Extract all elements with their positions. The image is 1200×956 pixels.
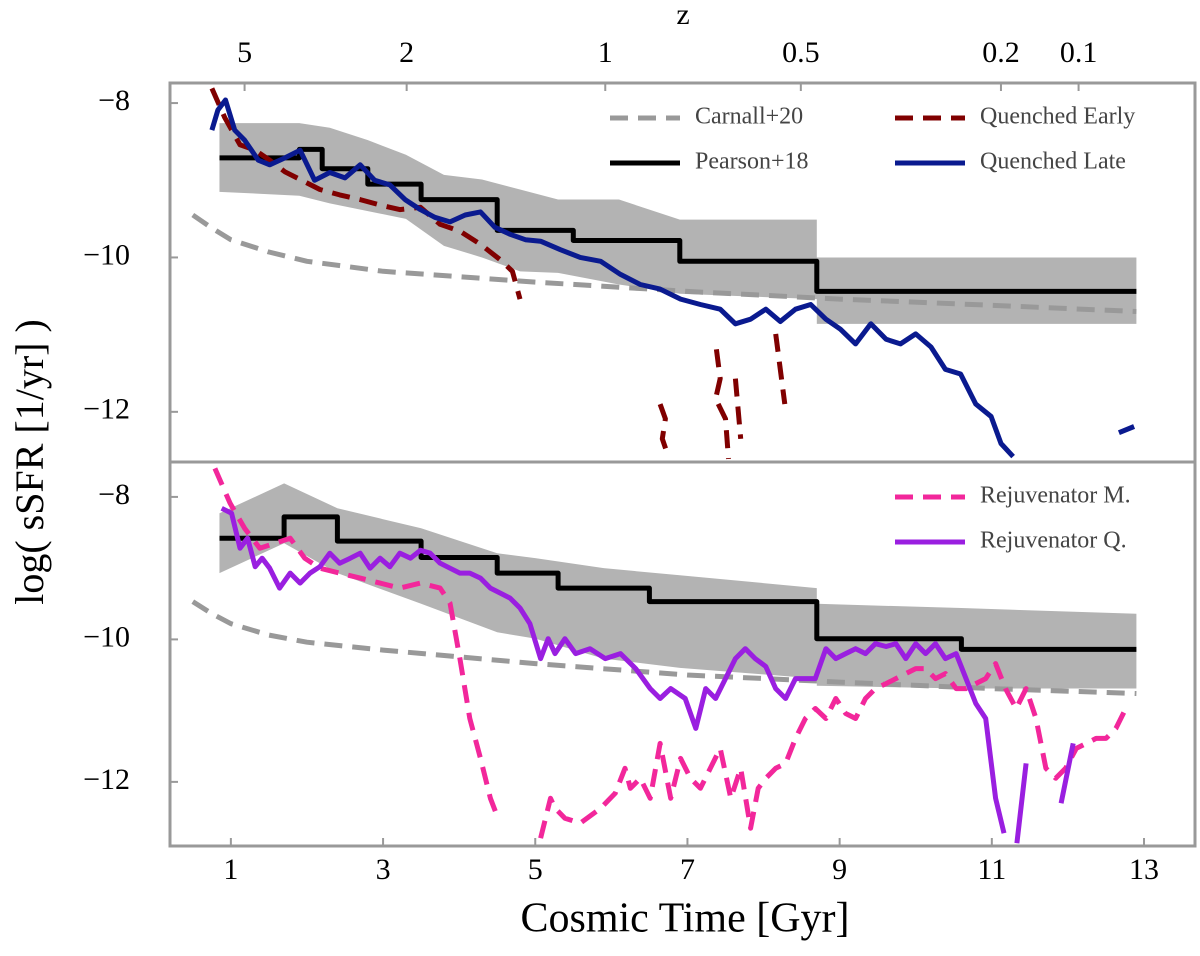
plot-area (191, 467, 1137, 844)
legend-label: Rejuvenator Q. (980, 528, 1127, 554)
y-tick-label: −8 (98, 84, 130, 117)
x-tick-label: 1 (223, 853, 238, 886)
panel-frame (168, 460, 1197, 848)
legend-label: Carnall+20 (695, 104, 803, 130)
x-tick-label: 3 (376, 853, 391, 886)
y-tick-label: −12 (83, 763, 130, 796)
scatter-band (219, 483, 1137, 689)
x2-tick-label: 1 (598, 36, 613, 69)
panel: −8 −10 −12 5 2 1 0.5 0.2 0.1 Carnall+20 Pearson+18… (83, 36, 1197, 464)
x-tick-label: 13 (1129, 853, 1159, 886)
x2-tick-label: 5 (237, 36, 252, 69)
series-line (212, 467, 1129, 839)
x-tick-label: 11 (977, 853, 1006, 886)
series-line (219, 146, 1137, 294)
series-line (191, 212, 1137, 314)
legend-label: Pearson+18 (695, 149, 809, 175)
series-line (219, 514, 1137, 652)
legend-label: Rejuvenator M. (980, 483, 1131, 509)
x2-tick-label: 0.2 (982, 36, 1020, 69)
y-tick-label: −10 (83, 238, 130, 271)
x2-tick-label: 2 (399, 36, 414, 69)
series-line (209, 97, 1136, 459)
plot-area (191, 87, 1137, 460)
legend-label: Quenched Early (980, 104, 1135, 130)
y-tick-label: −10 (83, 620, 130, 653)
series-line (209, 87, 788, 460)
x-tick-label: 9 (832, 853, 847, 886)
x2-tick-label: 0.1 (1060, 36, 1098, 69)
x-tick-label: 5 (528, 853, 543, 886)
series-line (191, 599, 1137, 696)
legend-label: Quenched Late (980, 149, 1126, 175)
x2-tick-label: 0.5 (782, 36, 820, 69)
x-tick-label: 7 (680, 853, 695, 886)
scatter-band (219, 123, 1137, 324)
x2-axis-label: z (676, 0, 689, 31)
series-line (220, 506, 1076, 844)
y-tick-label: −8 (98, 478, 130, 511)
x-axis-label: Cosmic Time [Gyr] (520, 896, 849, 942)
y-tick-label: −12 (83, 393, 130, 426)
y-axis-label: log( sSFR [1/yr] ) (7, 319, 52, 605)
